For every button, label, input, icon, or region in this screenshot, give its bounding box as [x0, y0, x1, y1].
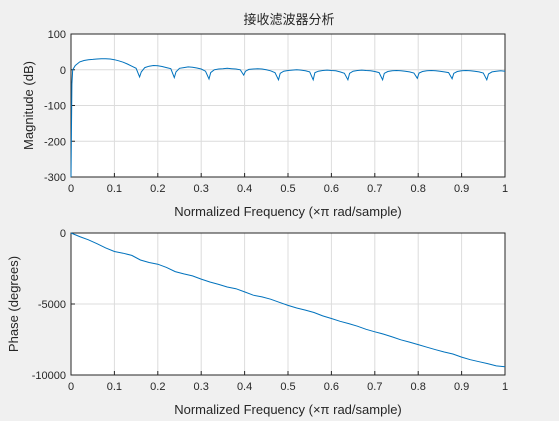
- phase-x-tick-label: 0.5: [280, 381, 295, 393]
- mag-x-axis-label: Normalized Frequency (×π rad/sample): [174, 204, 402, 219]
- mag-y-tick-label: 0: [60, 65, 66, 77]
- mag-series-line: [70, 58, 506, 178]
- phase-y-tick-label: 0: [60, 228, 66, 240]
- phase-y-axis-label: Phase (degrees): [6, 256, 21, 352]
- mag-y-axis-label: Magnitude (dB): [21, 61, 36, 150]
- phase-plot: 0 0.1 0.2 0.3 0.4 0.5 0.6 0.7 0.8 0.9 1 0 -5000 -1000…: [6, 228, 508, 417]
- mag-x-tick-label: 0: [68, 183, 74, 195]
- mag-axes-frame: [70, 33, 506, 178]
- phase-x-tick-label: 0.1: [107, 381, 122, 393]
- mag-x-tick-label: 0.6: [324, 183, 339, 195]
- mag-x-tick-label: 0.5: [280, 183, 295, 195]
- phase-x-tick-label: 1: [502, 381, 508, 393]
- mag-x-tick-label: 0.9: [454, 183, 469, 195]
- phase-x-tick-label: 0.7: [367, 381, 382, 393]
- mag-x-tick-label: 0.1: [107, 183, 122, 195]
- mag-x-tick-label: 0.7: [367, 183, 382, 195]
- figure-title: 接收滤波器分析: [243, 12, 334, 27]
- phase-x-tick-label: 0.2: [150, 381, 165, 393]
- phase-x-tick-label: 0: [68, 381, 74, 393]
- mag-x-tick-label: 0.3: [194, 183, 209, 195]
- phase-x-tick-label: 0.6: [324, 381, 339, 393]
- phase-series-line: [70, 232, 506, 368]
- mag-y-tick-label: -300: [44, 172, 66, 184]
- phase-x-tick-label: 0.4: [237, 381, 252, 393]
- mag-x-tick-label: 0.2: [150, 183, 165, 195]
- phase-y-tick-label: -10000: [32, 370, 66, 382]
- mag-y-tick-label: -200: [44, 136, 66, 148]
- mag-x-tick-label: 1: [502, 183, 508, 195]
- mag-x-tick-label: 0.4: [237, 183, 252, 195]
- phase-axes-frame: [70, 232, 506, 376]
- phase-y-tick-label: -5000: [38, 299, 66, 311]
- mag-x-tick-label: 0.8: [411, 183, 426, 195]
- mag-y-tick-label: -100: [44, 101, 66, 113]
- phase-x-axis-label: Normalized Frequency (×π rad/sample): [174, 402, 402, 417]
- phase-x-tick-label: 0.3: [194, 381, 209, 393]
- mag-y-tick-label: 100: [48, 29, 66, 41]
- phase-x-tick-label: 0.8: [411, 381, 426, 393]
- magnitude-plot: 0 0.1 0.2 0.3 0.4 0.5 0.6 0.7 0.8 0.9 1 100 0 -100 -20…: [21, 29, 508, 219]
- phase-x-tick-label: 0.9: [454, 381, 469, 393]
